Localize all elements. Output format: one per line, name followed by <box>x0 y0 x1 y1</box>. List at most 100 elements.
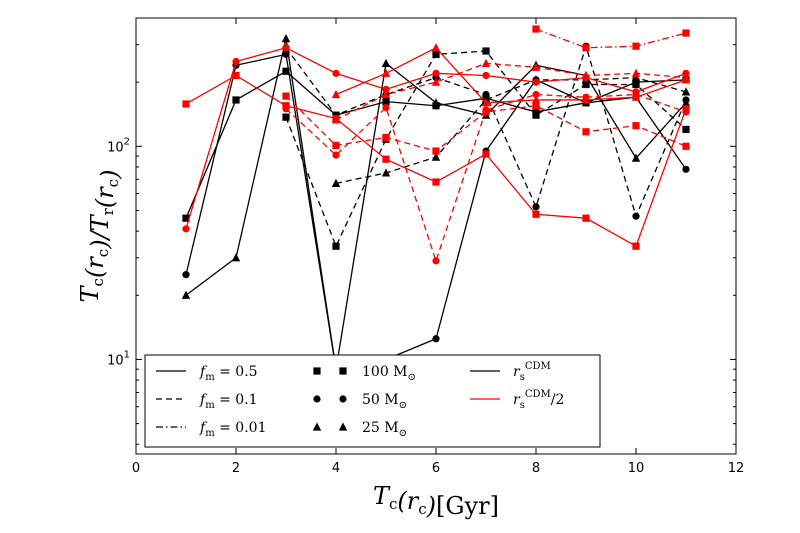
data-point <box>432 257 440 265</box>
data-point <box>431 98 441 107</box>
data-point <box>632 90 640 99</box>
data-point <box>382 103 390 112</box>
legend-label: 100 M⊙ <box>362 364 416 383</box>
data-point <box>482 47 490 55</box>
data-point <box>332 151 340 159</box>
series-0 <box>182 67 690 222</box>
series-4 <box>282 42 690 220</box>
data-point <box>481 58 491 67</box>
series-line <box>535 28 687 49</box>
legend-label: fm = 0.5 <box>199 364 258 383</box>
x-tick-label: 0 <box>132 461 140 476</box>
legend-marker <box>339 395 347 403</box>
series-line <box>185 70 687 219</box>
data-point <box>582 93 590 101</box>
series-line <box>335 62 687 121</box>
data-point <box>431 43 441 52</box>
data-point <box>382 133 390 142</box>
axis-labels: Tc(rc)[Gyr] Tc(rc)/Tr(rc) <box>76 170 499 520</box>
data-point <box>432 69 440 77</box>
legend-label: 25 M⊙ <box>362 420 407 439</box>
series-layer <box>181 25 691 373</box>
data-point <box>332 141 340 149</box>
data-point <box>681 87 691 96</box>
legend-label: fm = 0.01 <box>199 420 266 439</box>
data-point <box>582 214 590 222</box>
series-line <box>185 38 687 370</box>
x-tick-label: 6 <box>432 461 440 476</box>
data-point <box>331 89 341 99</box>
data-point <box>632 212 640 220</box>
data-point <box>182 271 190 279</box>
data-point <box>632 242 640 250</box>
data-point <box>332 69 340 77</box>
data-point <box>182 214 190 222</box>
data-point <box>231 253 241 262</box>
data-point <box>532 78 540 86</box>
data-point <box>182 100 190 108</box>
data-point <box>232 71 240 80</box>
data-point <box>182 225 190 233</box>
data-point <box>482 150 490 158</box>
legend-label: 50 M⊙ <box>362 392 407 411</box>
data-point <box>631 73 641 82</box>
data-point <box>681 73 691 82</box>
legend-marker <box>313 395 321 403</box>
x-tick-label: 10 <box>628 461 645 476</box>
legend-marker <box>312 422 322 431</box>
data-point <box>332 242 340 250</box>
data-point <box>282 92 290 100</box>
x-tick-label: 4 <box>332 461 340 476</box>
data-point <box>432 50 440 58</box>
legend-label: rsCDM <box>513 361 551 383</box>
data-point <box>232 57 240 66</box>
y-tick-label: 101 <box>107 349 130 368</box>
data-point <box>532 25 540 33</box>
series-line <box>335 46 687 104</box>
x-tick-label: 8 <box>532 461 540 476</box>
data-point <box>381 89 391 99</box>
data-point <box>481 98 491 107</box>
data-point <box>282 113 290 121</box>
data-point <box>632 122 640 130</box>
data-point <box>431 77 441 86</box>
data-point <box>631 68 641 77</box>
x-axis-label: Tc(rc)[Gyr] <box>373 482 499 520</box>
data-point <box>282 67 290 75</box>
data-point <box>381 68 391 77</box>
data-point <box>582 128 590 136</box>
data-point <box>531 62 541 71</box>
data-point <box>532 102 540 110</box>
data-point <box>531 95 541 104</box>
series-line <box>335 76 687 185</box>
data-point <box>432 335 440 343</box>
data-point <box>432 147 440 155</box>
legend-label: rsCDM/2 <box>513 389 564 411</box>
legend-marker <box>339 367 347 375</box>
data-point <box>582 80 590 89</box>
data-point <box>431 152 441 161</box>
data-point <box>181 290 191 299</box>
data-point <box>631 153 641 162</box>
legend-marker <box>313 367 321 375</box>
series-12 <box>532 25 690 52</box>
series-line <box>285 93 687 263</box>
data-point <box>482 90 490 99</box>
legend-box <box>144 354 601 448</box>
x-tick-label: 12 <box>728 461 745 476</box>
data-point <box>682 29 690 37</box>
data-point <box>532 203 540 211</box>
data-point <box>581 70 591 80</box>
data-point <box>381 58 391 67</box>
data-point <box>282 44 290 52</box>
data-point <box>682 96 690 104</box>
legend-label: fm = 0.1 <box>199 392 258 411</box>
series-line <box>285 43 687 219</box>
data-point <box>382 85 390 93</box>
data-point <box>382 98 390 106</box>
data-point <box>632 42 640 50</box>
series-7 <box>182 44 690 233</box>
data-point <box>482 106 490 114</box>
data-point <box>331 115 341 124</box>
